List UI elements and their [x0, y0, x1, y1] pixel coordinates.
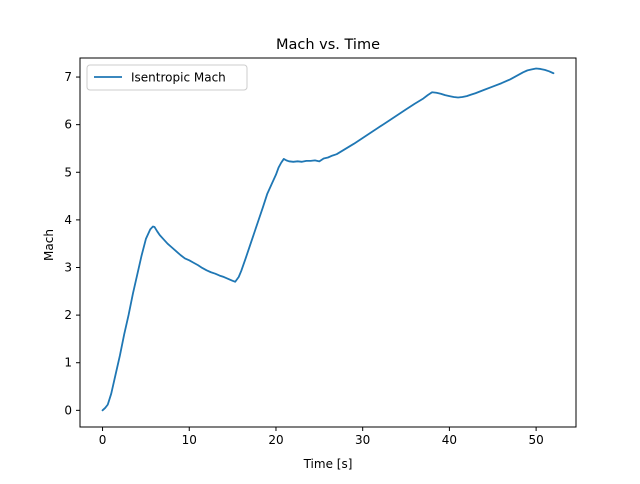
- y-axis-label: Mach: [42, 229, 56, 261]
- plot-area: [79, 57, 577, 428]
- legend-frame: [86, 64, 248, 91]
- y-tick-label: 4: [64, 213, 72, 227]
- legend-label: Isentropic Mach: [131, 71, 226, 85]
- y-tick-label: 3: [64, 260, 72, 274]
- y-tick-label: 6: [64, 118, 72, 132]
- y-tick-label: 5: [64, 165, 72, 179]
- x-tick-label: 40: [442, 433, 457, 447]
- x-tick-label: 30: [355, 433, 370, 447]
- series-line-isentropic-mach: [101, 67, 555, 412]
- y-tick-label: 2: [64, 308, 72, 322]
- chart-title: Mach vs. Time: [276, 37, 380, 53]
- y-tick-label: 1: [64, 356, 72, 370]
- x-axis-label: Time [s]: [303, 457, 353, 471]
- x-tick-label: 50: [528, 433, 543, 447]
- legend: Isentropic Mach: [86, 64, 248, 91]
- x-axis-ticks: 0 10 20 30 40 50: [99, 427, 544, 447]
- y-tick-label: 0: [64, 403, 72, 417]
- y-tick-label: 7: [64, 70, 72, 84]
- x-tick-label: 20: [268, 433, 283, 447]
- x-tick-label: 0: [99, 433, 107, 447]
- x-tick-label: 10: [182, 433, 197, 447]
- plot-frame: [79, 57, 577, 428]
- y-axis-ticks: 0 1 2 3 4 5 6 7: [64, 70, 80, 417]
